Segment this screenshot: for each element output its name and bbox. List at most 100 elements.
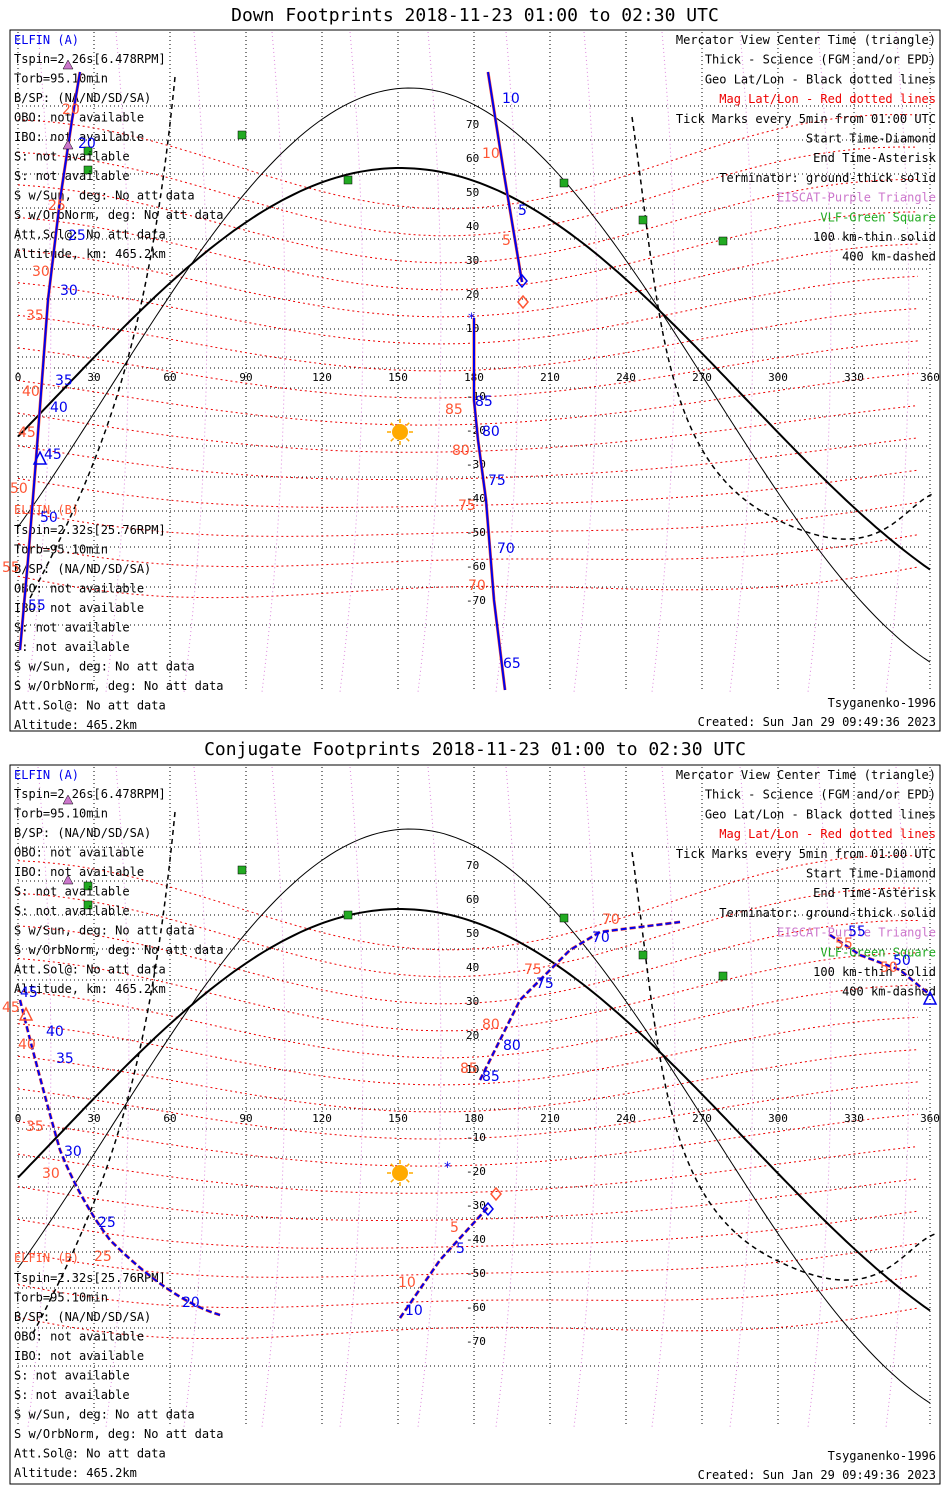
legend-right-item: VLF-Green Square bbox=[820, 945, 936, 959]
probe-a-info: IBO: not available bbox=[14, 130, 144, 144]
end-asterisk-icon: * bbox=[468, 311, 475, 327]
legend-right-item: Mag Lat/Lon - Red dotted lines bbox=[719, 92, 936, 106]
eiscat-triangle-icon bbox=[62, 874, 74, 885]
sun-ray bbox=[390, 422, 395, 427]
y-tick-label: 30 bbox=[466, 995, 479, 1008]
y-tick-label: 50 bbox=[466, 927, 479, 940]
y-tick-label: 20 bbox=[466, 1029, 479, 1042]
terminator-line bbox=[17, 908, 931, 1312]
track-label-b: 20 bbox=[62, 102, 80, 118]
track-label-a: 50 bbox=[40, 510, 58, 526]
mag-lon-line bbox=[651, 766, 676, 1428]
probe-a-name: ELFIN (A) bbox=[14, 33, 79, 47]
x-tick-label: 150 bbox=[388, 1112, 408, 1125]
y-tick-label: 10 bbox=[466, 1063, 479, 1076]
track-label-a: 45 bbox=[20, 985, 38, 1001]
track-label-a: 10 bbox=[405, 1303, 423, 1319]
track-label-b: 80 bbox=[482, 1017, 500, 1033]
y-tick-label: -10 bbox=[466, 1131, 486, 1144]
probe-b-info: Altitude: 465.2km bbox=[14, 718, 137, 732]
y-tick-label: 50 bbox=[466, 186, 479, 199]
mag-lat-line bbox=[17, 887, 919, 978]
y-tick-label: 40 bbox=[466, 961, 479, 974]
center-triangle-icon bbox=[922, 990, 938, 1005]
probe-b-info: S w/OrbNorm, deg: No att data bbox=[14, 1427, 224, 1441]
y-tick-label: 10 bbox=[466, 322, 479, 335]
orbit-track-a bbox=[399, 921, 931, 1319]
sun-ray bbox=[390, 1178, 395, 1183]
probe-a-info: Att.Sol@: No att data bbox=[14, 963, 166, 977]
x-tick-label: 210 bbox=[540, 1112, 560, 1125]
track-label-a: 20 bbox=[78, 136, 96, 152]
track-label-a: 5 bbox=[518, 203, 527, 219]
x-tick-label: 240 bbox=[616, 371, 636, 384]
probe-b-info: Att.Sol@: No att data bbox=[14, 1447, 166, 1461]
orbit-track-b bbox=[398, 920, 931, 1319]
track-label-b: 50 bbox=[10, 481, 28, 497]
vlf-square-icon bbox=[83, 146, 93, 156]
x-tick-label: 270 bbox=[692, 371, 712, 384]
mag-lat-line bbox=[17, 1146, 919, 1194]
mag-lat-line bbox=[17, 566, 919, 599]
vlf-square-icon bbox=[559, 913, 569, 923]
x-tick-label: 180 bbox=[464, 1112, 484, 1125]
start-diamond-icon bbox=[517, 294, 529, 310]
track-label-a: 30 bbox=[60, 283, 78, 299]
model-label: Tsyganenko-1996 bbox=[828, 696, 936, 710]
probe-a-info: IBO: not available bbox=[14, 865, 144, 879]
probe-b-info: S: not available bbox=[14, 1369, 130, 1383]
probe-a-info: Tspin=2.26s[6.478RPM] bbox=[14, 787, 166, 801]
start-diamond-icon bbox=[516, 273, 528, 289]
probe-a-info: S w/OrbNorm, deg: No att data bbox=[14, 208, 224, 222]
y-tick-label: 40 bbox=[466, 220, 479, 233]
probe-b-info: B/SP: (NA/ND/SD/SA) bbox=[14, 562, 151, 576]
model-label: Tsyganenko-1996 bbox=[828, 1449, 936, 1463]
track-label-a: 45 bbox=[44, 447, 62, 463]
panel-frame bbox=[9, 764, 941, 1485]
y-tick-label: -50 bbox=[466, 1267, 486, 1280]
track-label-a: 75 bbox=[488, 473, 506, 489]
x-tick-label: 330 bbox=[844, 371, 864, 384]
sun-ray bbox=[390, 437, 395, 442]
track-label-a: 5 bbox=[456, 1241, 465, 1257]
track-label-b: 85 bbox=[445, 402, 463, 418]
terminator-400km-left bbox=[29, 76, 176, 599]
x-tick-label: 120 bbox=[312, 1112, 332, 1125]
x-tick-label: 300 bbox=[768, 371, 788, 384]
mag-lon-line bbox=[105, 31, 130, 693]
track-label-b: 80 bbox=[452, 443, 470, 459]
probe-a-info: Torb=95.10min bbox=[14, 72, 108, 86]
x-tick-label: 0 bbox=[15, 1112, 22, 1125]
panel-title-conjugate: Conjugate Footprints 2018-11-23 01:00 to… bbox=[204, 739, 746, 760]
sun-icon bbox=[392, 424, 408, 440]
sun-ray bbox=[405, 422, 410, 427]
mag-lat-line bbox=[17, 501, 919, 537]
legend-right-item: Start Time-Diamond bbox=[806, 132, 936, 146]
probe-b-info: Tspin=2.32s[25.76RPM] bbox=[14, 523, 166, 537]
vlf-square-icon bbox=[83, 900, 93, 910]
mag-lat-line bbox=[17, 1016, 919, 1086]
mag-lon-line bbox=[183, 766, 208, 1428]
track-label-b: 55 bbox=[835, 936, 853, 952]
vlf-square-icon bbox=[83, 165, 93, 175]
mag-lat-line bbox=[17, 1081, 919, 1140]
orbit-track-b-left bbox=[18, 71, 82, 651]
y-tick-label: -50 bbox=[466, 526, 486, 539]
probe-a-info: S w/Sun, deg: No att data bbox=[14, 924, 195, 938]
probe-a-info: S: not available bbox=[14, 169, 130, 183]
y-tick-label: -70 bbox=[466, 1335, 486, 1348]
x-tick-label: 90 bbox=[239, 1112, 252, 1125]
mag-lon-line bbox=[807, 31, 832, 693]
legend-right-item: VLF-Green Square bbox=[820, 210, 936, 224]
mag-lat-line bbox=[17, 211, 919, 291]
track-label-b: 35 bbox=[26, 1119, 44, 1135]
y-tick-label: -60 bbox=[466, 560, 486, 573]
track-label-b: 30 bbox=[42, 1166, 60, 1182]
mag-lat-line bbox=[17, 243, 919, 318]
probe-b-info: S w/OrbNorm, deg: No att data bbox=[14, 679, 224, 693]
legend-right-item: EISCAT-Purple Triangle bbox=[777, 926, 936, 940]
mag-lat-line bbox=[17, 534, 919, 568]
track-label-b: 10 bbox=[482, 146, 500, 162]
track-label-b: 55 bbox=[2, 560, 20, 576]
mag-lon-line bbox=[339, 31, 364, 693]
